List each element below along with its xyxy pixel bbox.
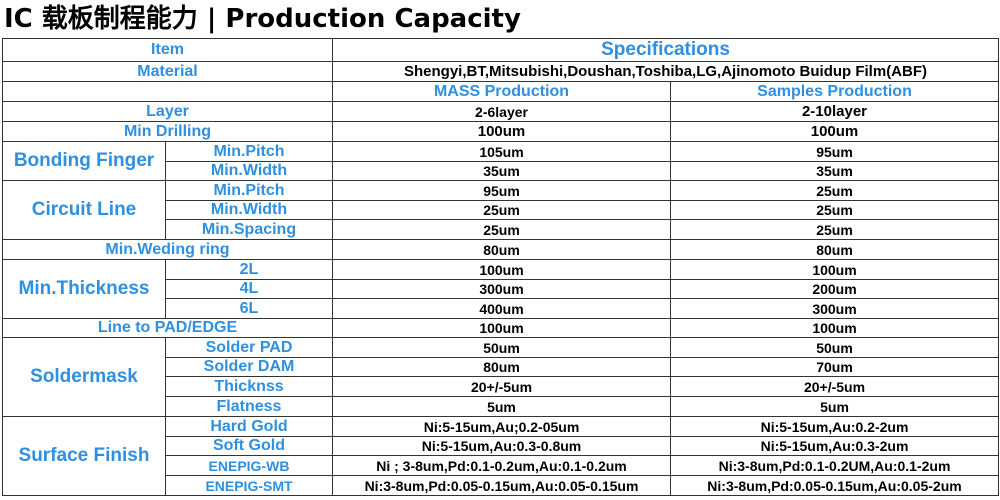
min-thickness-4l-samples: 200um bbox=[669, 279, 1000, 299]
header-specifications: Specifications bbox=[331, 38, 1000, 62]
flatness-mass: 5um bbox=[332, 396, 671, 417]
soldermask-thickness-label: Thicknss bbox=[165, 376, 333, 397]
bonding-finger-width-label: Min.Width bbox=[165, 161, 333, 181]
bonding-finger-label: Bonding Finger bbox=[2, 141, 166, 181]
table-row: Soldermask Solder PAD 50um 50um bbox=[2, 337, 1000, 417]
table-row: Soft Gold Ni:5-15um,Au:0.3-0.8um Ni:5-15… bbox=[3, 436, 1000, 456]
bonding-finger-width-samples: 35um bbox=[669, 161, 1000, 181]
circuit-line-width-samples: 25um bbox=[669, 200, 1000, 220]
bonding-finger-pitch-label: Min.Pitch bbox=[165, 141, 333, 162]
min-thickness-6l-mass: 400um bbox=[332, 298, 671, 319]
min-thickness-label: Min.Thickness bbox=[2, 259, 166, 319]
enepig-wb-samples: Ni:3-8um,Pd:0.1-0.2UM,Au:0.1-2um bbox=[669, 455, 1000, 476]
table-header-row: Item Specifications bbox=[2, 38, 1000, 62]
table-row: Min.Weding ring 80um 80um bbox=[2, 239, 1000, 260]
enepig-wb-label: ENEPIG-WB bbox=[165, 455, 333, 476]
column-samples-production: Samples Production bbox=[669, 81, 1000, 102]
material-value: Shengyi,BT,Mitsubishi,Doushan,Toshiba,LG… bbox=[331, 61, 1000, 82]
enepig-wb-mass: Ni ; 3-8um,Pd:0.1-0.2um,Au:0.1-0.2um bbox=[332, 455, 671, 476]
table-row: Solder DAM 80um 70um bbox=[3, 357, 1000, 377]
circuit-line-spacing-label: Min.Spacing bbox=[165, 219, 333, 240]
bonding-finger-pitch-mass: 105um bbox=[332, 141, 671, 162]
circuit-line-width-label: Min.Width bbox=[165, 200, 333, 220]
line-to-pad-samples: 100um bbox=[669, 318, 1000, 338]
table-row: ENEPIG-SMT Ni:3-8um,Pd:0.05-0.15um,Au:0.… bbox=[3, 475, 1000, 496]
solder-pad-mass: 50um bbox=[332, 337, 671, 358]
table-row: 6L 400um 300um bbox=[3, 298, 1000, 319]
table-row: Layer 2-6layer 2-10layer bbox=[2, 101, 1000, 122]
circuit-line-pitch-samples: 25um bbox=[669, 180, 1000, 201]
line-to-pad-mass: 100um bbox=[332, 318, 671, 338]
hard-gold-mass: Ni:5-15um,Au;0.2-05um bbox=[332, 416, 671, 437]
header-item: Item bbox=[2, 38, 333, 62]
min-thickness-2l-samples: 100um bbox=[669, 259, 1000, 280]
solder-pad-samples: 50um bbox=[669, 337, 1000, 358]
table-row: Min.Width 25um 25um bbox=[3, 200, 1000, 220]
weding-ring-mass: 80um bbox=[332, 239, 671, 260]
table-row: 4L 300um 200um bbox=[3, 279, 1000, 299]
enepig-smt-samples: Ni:3-8um,Pd:0.05-0.15um,Au:0.05-2um bbox=[669, 475, 1000, 496]
line-to-pad-label: Line to PAD/EDGE bbox=[2, 318, 333, 338]
min-thickness-6l-samples: 300um bbox=[669, 298, 1000, 319]
enepig-smt-mass: Ni:3-8um,Pd:0.05-0.15um,Au:0.05-0.15um bbox=[332, 475, 671, 496]
min-drilling-mass: 100um bbox=[332, 121, 671, 142]
flatness-samples: 5um bbox=[669, 396, 1000, 417]
bonding-finger-pitch-samples: 95um bbox=[669, 141, 1000, 162]
weding-ring-label: Min.Weding ring bbox=[2, 239, 333, 260]
solder-pad-label: Solder PAD bbox=[165, 337, 333, 358]
bonding-finger-width-mass: 35um bbox=[332, 161, 671, 181]
soft-gold-mass: Ni:5-15um,Au:0.3-0.8um bbox=[332, 436, 671, 456]
table-row: Min.Thickness 2L 100um 100um bbox=[2, 259, 1000, 319]
table-row: Material Shengyi,BT,Mitsubishi,Doushan,T… bbox=[2, 61, 1000, 82]
material-label: Material bbox=[2, 61, 333, 82]
min-thickness-4l-mass: 300um bbox=[332, 279, 671, 299]
hard-gold-label: Hard Gold bbox=[165, 416, 333, 437]
surface-finish-label: Surface Finish bbox=[2, 416, 166, 496]
layer-label: Layer bbox=[2, 101, 333, 122]
solder-dam-samples: 70um bbox=[669, 357, 1000, 377]
circuit-line-label: Circuit Line bbox=[2, 180, 166, 240]
solder-dam-mass: 80um bbox=[332, 357, 671, 377]
circuit-line-spacing-mass: 25um bbox=[332, 219, 671, 240]
table-row: Surface Finish Hard Gold Ni:5-15um,Au;0.… bbox=[2, 416, 1000, 496]
empty-cell bbox=[2, 81, 333, 102]
enepig-smt-label: ENEPIG-SMT bbox=[165, 475, 333, 496]
soldermask-label: Soldermask bbox=[2, 337, 166, 417]
min-thickness-6l-label: 6L bbox=[165, 298, 333, 319]
min-thickness-4l-label: 4L bbox=[165, 279, 333, 299]
layer-samples: 2-10layer bbox=[669, 101, 1000, 122]
min-thickness-2l-label: 2L bbox=[165, 259, 333, 280]
soldermask-thickness-mass: 20+/-5um bbox=[332, 376, 671, 397]
soldermask-thickness-samples: 20+/-5um bbox=[669, 376, 1000, 397]
layer-mass: 2-6layer bbox=[332, 101, 671, 122]
circuit-line-width-mass: 25um bbox=[332, 200, 671, 220]
circuit-line-spacing-samples: 25um bbox=[669, 219, 1000, 240]
table-row: Circuit Line Min.Pitch 95um 25um bbox=[2, 180, 1000, 240]
table-row: Line to PAD/EDGE 100um 100um bbox=[2, 318, 1000, 338]
table-row: Min Drilling 100um 100um bbox=[2, 121, 1000, 142]
table-subheader-row: MASS Production Samples Production bbox=[2, 81, 1000, 102]
circuit-line-pitch-mass: 95um bbox=[332, 180, 671, 201]
flatness-label: Flatness bbox=[165, 396, 333, 417]
table-row: Bonding Finger Min.Pitch 105um 95um bbox=[2, 141, 1000, 181]
page-title: IC 载板制程能力 | Production Capacity bbox=[4, 4, 521, 34]
table-row: Thicknss 20+/-5um 20+/-5um bbox=[3, 376, 1000, 397]
min-thickness-2l-mass: 100um bbox=[332, 259, 671, 280]
hard-gold-samples: Ni:5-15um,Au:0.2-2um bbox=[669, 416, 1000, 437]
soft-gold-label: Soft Gold bbox=[165, 436, 333, 456]
solder-dam-label: Solder DAM bbox=[165, 357, 333, 377]
column-mass-production: MASS Production bbox=[332, 81, 671, 102]
min-drilling-label: Min Drilling bbox=[2, 121, 333, 142]
weding-ring-samples: 80um bbox=[669, 239, 1000, 260]
min-drilling-samples: 100um bbox=[669, 121, 1000, 142]
soft-gold-samples: Ni:5-15um,Au:0.3-2um bbox=[669, 436, 1000, 456]
circuit-line-pitch-label: Min.Pitch bbox=[165, 180, 333, 201]
production-capacity-table: Item Specifications Material Shengyi,BT,… bbox=[2, 38, 1000, 496]
